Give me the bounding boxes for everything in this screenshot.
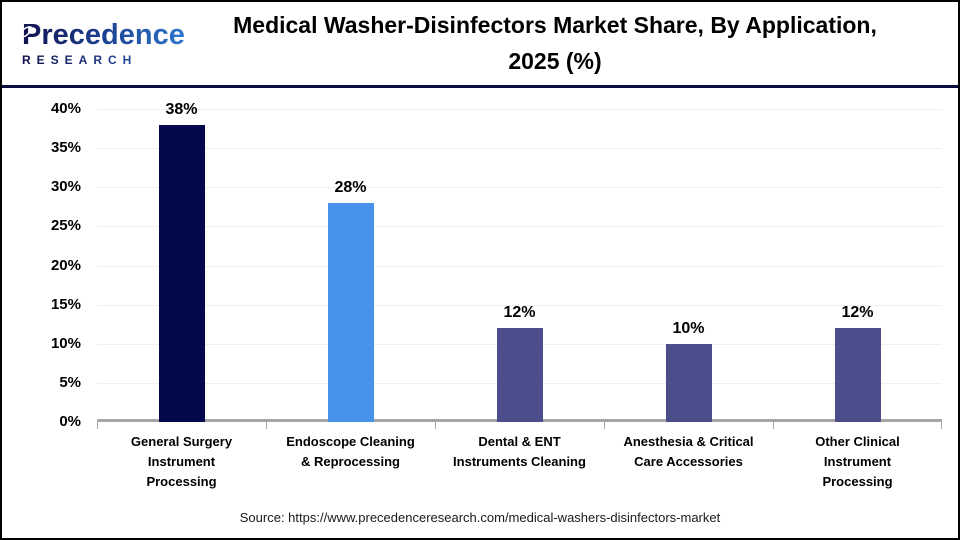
bar-value-label: 12%: [841, 304, 874, 322]
x-axis-label: General Surgery Instrument Processing: [130, 434, 233, 490]
bar-value-label: 38%: [165, 100, 198, 118]
brand-logo: Precedence RESEARCH: [16, 20, 196, 67]
gridline: [97, 304, 942, 306]
y-axis-label: 25%: [50, 217, 81, 235]
bar-value-label: 12%: [503, 304, 536, 322]
bar: [496, 328, 543, 422]
category-column: 10% Anesthesia & Critical Care Accessories: [604, 109, 773, 469]
axis-tick: [97, 422, 98, 429]
gridline: [97, 187, 942, 189]
bar-value-label: 28%: [334, 178, 367, 196]
category-column: 28% Endoscope Cleaning & Reprocessing: [266, 109, 435, 469]
gridline: [97, 148, 942, 150]
y-axis-label: 20%: [50, 256, 81, 274]
x-axis-label: Anesthesia & Critical Care Accessories: [623, 434, 754, 470]
y-axis-label: 10%: [50, 334, 81, 352]
y-axis-label: 35%: [50, 139, 81, 157]
category-column: 12% Dental & ENT Instruments Cleaning: [435, 109, 604, 469]
gridline: [97, 265, 942, 267]
chart-title-line2: 2025 (%): [508, 47, 602, 74]
leaf-icon: [19, 26, 32, 39]
bar: [158, 124, 205, 422]
bar-chart: 40% 35% 30% 25% 20% 15% 10% 5% 0% 38% General Surg…: [2, 91, 958, 502]
plot-area: 40% 35% 30% 25% 20% 15% 10% 5% 0% 38% General Surg…: [51, 100, 942, 490]
x-axis-label: Endoscope Cleaning & Reprocessing: [286, 434, 415, 470]
y-axis-label: 0%: [59, 413, 81, 430]
y-axis-label: 15%: [50, 295, 81, 313]
source-line: Source: https://www.precedenceresearch.c…: [2, 502, 958, 532]
axis-tick: [435, 422, 436, 429]
bar-value-label: 10%: [672, 319, 705, 337]
x-axis-label: Other Clinical Instrument Processing: [815, 434, 900, 490]
gridline: [97, 109, 942, 110]
bar: [834, 328, 881, 422]
bar: [327, 202, 374, 422]
gridline: [97, 226, 942, 228]
brand-name: Precedence: [22, 20, 196, 51]
axis-tick: [773, 422, 774, 429]
y-axis-label: 40%: [50, 100, 81, 117]
bar: [665, 343, 712, 422]
axis-tick: [941, 422, 942, 429]
category-column: 38% General Surgery Instrument Processing: [97, 101, 266, 490]
chart-title-line1: Medical Washer-Disinfectors Market Share…: [233, 11, 877, 38]
x-axis-label: Dental & ENT Instruments Cleaning: [453, 434, 586, 470]
axis-tick: [266, 422, 267, 429]
brand-subtitle: RESEARCH: [22, 53, 196, 67]
chart-title: Medical Washer-Disinfectors Market Share…: [196, 8, 944, 79]
category-column: 12% Other Clinical Instrument Processing: [773, 109, 942, 489]
header: Precedence RESEARCH Medical Washer-Disin…: [2, 2, 958, 88]
y-axis-label: 5%: [59, 373, 81, 391]
y-axis-label: 30%: [50, 178, 81, 196]
axis-tick: [604, 422, 605, 429]
source-text: Source: https://www.precedenceresearch.c…: [239, 509, 721, 525]
